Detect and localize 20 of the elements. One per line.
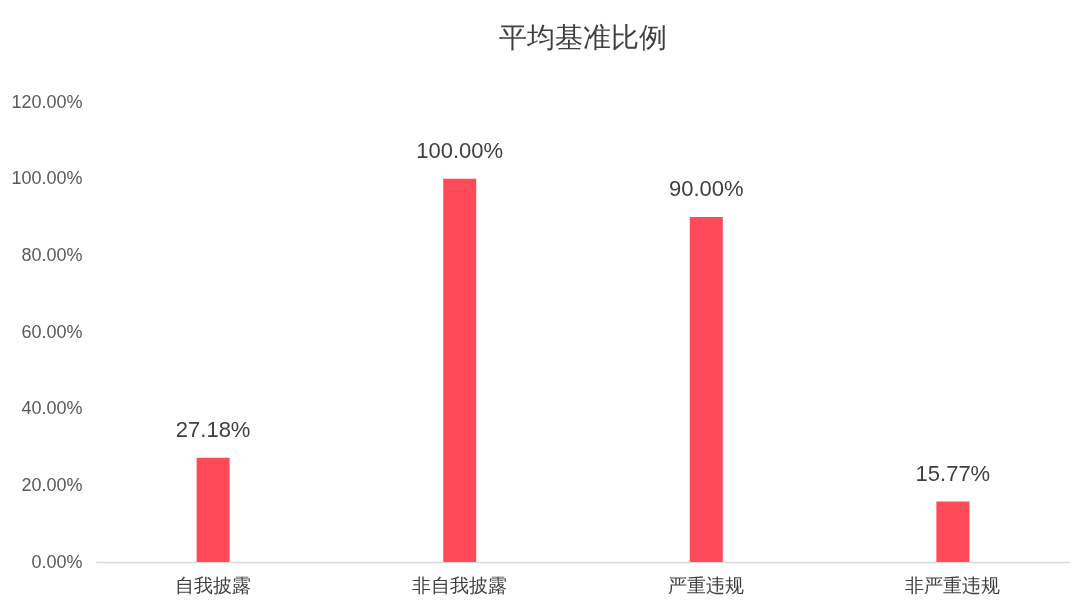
y-tick-label: 80.00% (21, 244, 83, 265)
data-label: 27.18% (175, 416, 251, 442)
bar (689, 217, 723, 562)
data-label: 15.77% (915, 460, 991, 486)
x-tick-label: 非严重违规 (905, 574, 1001, 596)
bar (936, 501, 970, 562)
y-tick-label: 60.00% (21, 321, 83, 342)
y-tick-label: 120.00% (11, 91, 83, 112)
x-tick-label: 自我披露 (175, 574, 252, 596)
data-label: 90.00% (668, 176, 744, 201)
y-tick-label: 100.00% (11, 168, 83, 189)
y-tick-label: 20.00% (21, 474, 83, 495)
bar (443, 178, 477, 562)
chart-title: 平均基准比例 (499, 22, 667, 53)
x-tick-label: 严重违规 (668, 574, 745, 596)
y-tick-label: 0.00% (31, 551, 83, 572)
data-label: 100.00% (416, 137, 504, 163)
x-tick-label: 非自我披露 (412, 574, 508, 596)
y-tick-label: 40.00% (21, 398, 83, 419)
bar (196, 457, 230, 562)
